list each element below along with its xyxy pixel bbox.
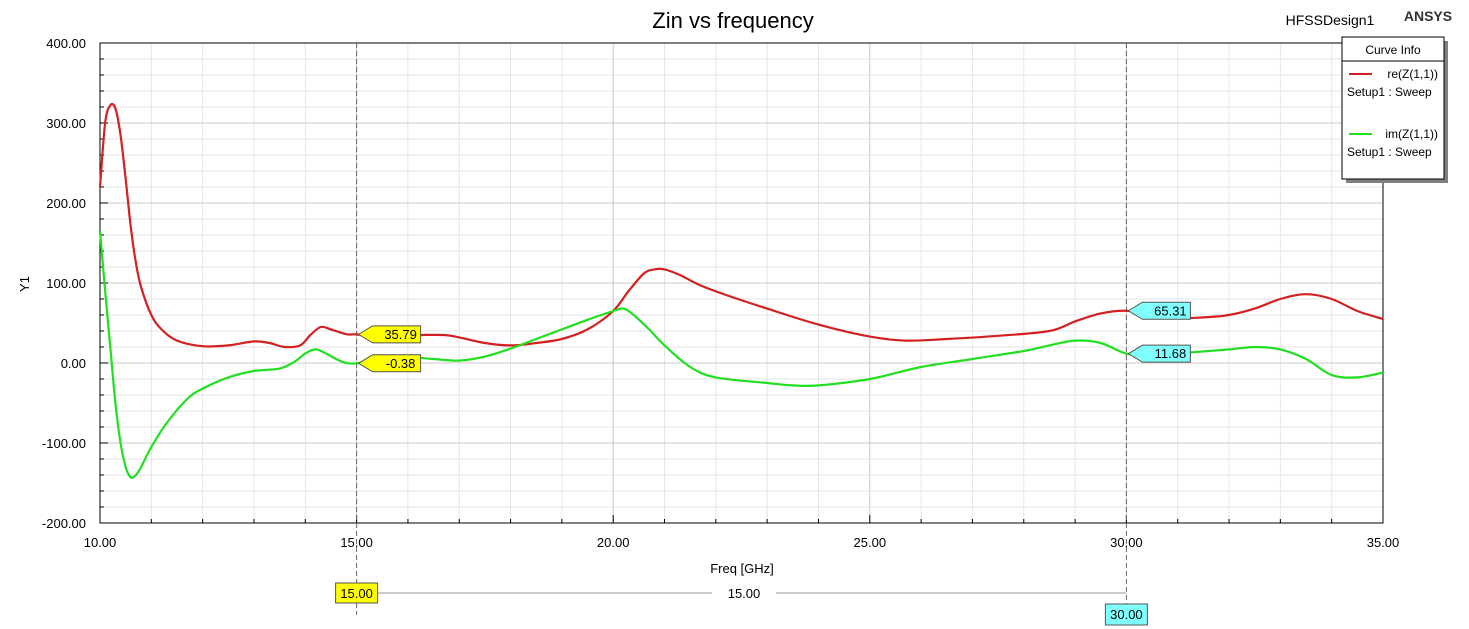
y-tick-labels: -200.00 -100.00 0.00 100.00 200.00 300.00 400.…	[42, 36, 86, 531]
x-tick-label: 35.00	[1367, 535, 1400, 550]
delta-marker: 15.00 15.00 30.00	[335, 582, 1148, 626]
y-tick-label: 300.00	[46, 116, 86, 131]
cursor-label: 15.00	[340, 586, 373, 601]
marker-readout[interactable]: 65.31	[1127, 301, 1191, 320]
design-name: HFSSDesign1	[1286, 12, 1375, 28]
x-tick-label: 25.00	[854, 535, 887, 550]
marker-readout-value: -0.38	[386, 356, 416, 371]
x-tick-label: 20.00	[597, 535, 630, 550]
marker-readout[interactable]: 11.68	[1127, 344, 1191, 363]
legend-series-name: im(Z(1,1))	[1385, 127, 1438, 141]
y-tick-label: 100.00	[46, 276, 86, 291]
y-tick-label: -200.00	[42, 516, 86, 531]
cursor-label-box[interactable]	[1104, 603, 1148, 626]
cursor-label: 30.00	[1110, 607, 1143, 622]
y-tick-label: -100.00	[42, 436, 86, 451]
marker-readout-tag	[357, 354, 422, 373]
marker-readout[interactable]: 35.79	[357, 325, 422, 344]
legend-series-setup: Setup1 : Sweep	[1347, 85, 1432, 99]
marker-readout[interactable]: -0.38	[357, 354, 422, 373]
marker-readout-tag	[1127, 301, 1191, 320]
y-tick-label: 0.00	[61, 356, 86, 371]
series-line-re-z11	[98, 102, 1384, 349]
marker-readout-value: 35.79	[384, 327, 417, 342]
series-line-im-z11	[98, 230, 1384, 479]
marker-readout-tag	[1127, 344, 1191, 363]
grid	[100, 43, 1383, 523]
delta-value: 15.00	[728, 586, 761, 601]
legend-series-name: re(Z(1,1))	[1387, 67, 1438, 81]
y-tick-label: 400.00	[46, 36, 86, 51]
marker-readout-value: 11.68	[1155, 346, 1187, 361]
series-lines	[98, 102, 1384, 479]
ansys-logo: ANSYS	[1404, 8, 1452, 24]
x-tick-label: 10.00	[84, 535, 117, 550]
legend[interactable]: Curve Info re(Z(1,1)) Setup1 : Sweep im(Z(…	[1341, 36, 1448, 183]
marker-readouts: 35.79 -0.38 65.31 11.68	[357, 301, 1191, 373]
legend-title: Curve Info	[1365, 43, 1421, 57]
x-tick-labels: 10.00 15.00 20.00 25.00 30.00 35.00	[84, 535, 1400, 550]
marker-cursor-lines	[356, 43, 1127, 615]
legend-series-setup: Setup1 : Sweep	[1347, 145, 1432, 159]
legend-entries: re(Z(1,1)) Setup1 : Sweep im(Z(1,1)) Setup1…	[1347, 67, 1438, 159]
marker-readout-tag	[357, 325, 422, 344]
x-axis-label: Freq [GHz]	[710, 561, 774, 576]
cursor-label-box[interactable]	[335, 582, 379, 604]
chart-title: Zin vs frequency	[652, 8, 813, 33]
y-axis-label: Y1	[17, 276, 32, 292]
y-tick-label: 200.00	[46, 196, 86, 211]
marker-readout-value: 65.31	[1154, 303, 1187, 318]
